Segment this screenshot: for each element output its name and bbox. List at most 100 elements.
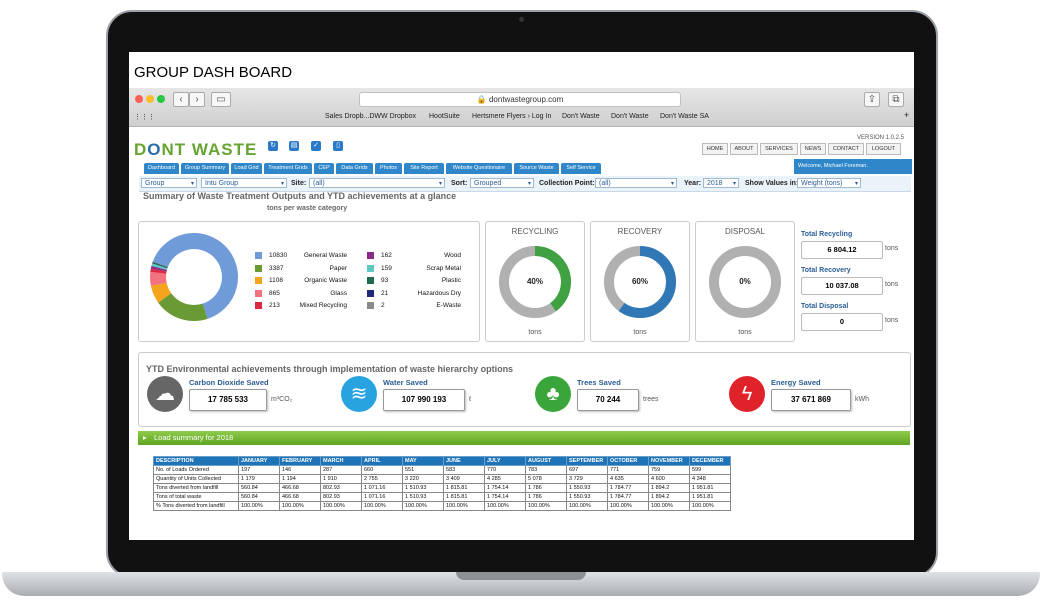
page-title: GROUP DASH BOARD bbox=[134, 64, 293, 81]
forward-button[interactable]: › bbox=[189, 92, 205, 107]
table-header-cell: DESCRIPTION bbox=[153, 456, 239, 466]
table-cell: 1 071.16 bbox=[361, 483, 403, 493]
waste-donut-chart bbox=[150, 233, 238, 321]
legend-swatch bbox=[367, 302, 374, 309]
table-cell: 4 285 bbox=[484, 474, 526, 484]
legend-swatch bbox=[367, 264, 374, 272]
maximize-window-button[interactable] bbox=[157, 95, 165, 103]
table-row: % Tons diverted from landfill 100.00% 100.… bbox=[153, 501, 731, 511]
gauge-unit: tons bbox=[738, 329, 752, 336]
nav-about[interactable]: ABOUT bbox=[730, 143, 758, 155]
checkbox-icon[interactable]: ✓ bbox=[311, 141, 321, 151]
legend-value: 93 bbox=[381, 277, 389, 284]
welcome-banner: Welcome, Michael Foreman. bbox=[794, 159, 912, 174]
tab-data-grids[interactable]: Data Grids bbox=[336, 163, 373, 174]
nav-services[interactable]: SERVICES bbox=[760, 143, 798, 155]
table-cell: 1 786 bbox=[525, 483, 567, 493]
nav-contact[interactable]: CONTACT bbox=[828, 143, 864, 155]
gauge-track bbox=[709, 246, 781, 318]
table-header-cell: SEPTEMBER bbox=[566, 456, 608, 466]
table-cell: 197 bbox=[238, 465, 280, 475]
page-heading-bar: GROUP DASH BOARD bbox=[129, 52, 914, 88]
total-unit: tons bbox=[885, 317, 899, 324]
back-button[interactable]: ‹ bbox=[173, 92, 189, 107]
table-cell: 100.00% bbox=[607, 501, 649, 511]
share-icon[interactable]: ⇪ bbox=[864, 92, 880, 107]
gauge-percent: 60% bbox=[631, 277, 648, 286]
tab-cep[interactable]: CEP bbox=[314, 163, 334, 174]
table-cell: 1 754.14 bbox=[484, 492, 526, 502]
tab-website-questionaire[interactable]: Website Questionaire bbox=[446, 163, 512, 174]
env-label: Water Saved bbox=[383, 378, 428, 387]
table-row: Tons of total waste 560.84 466.68 802.93 1 0… bbox=[153, 492, 731, 502]
table-cell: 1 894.2 bbox=[648, 483, 690, 493]
legend-value: 159 bbox=[381, 264, 392, 272]
group-select[interactable]: Intu Group bbox=[201, 178, 287, 189]
legend-value: 865 bbox=[269, 289, 280, 297]
table-header-cell: JUNE bbox=[443, 456, 485, 466]
bookmark-item[interactable]: Don't Waste bbox=[562, 113, 600, 120]
total-label: Total Recovery bbox=[801, 267, 851, 274]
screen: GROUP DASH BOARD ‹ › ▭ 🔒 dontwastegroup.… bbox=[129, 52, 914, 540]
table-cell: 1 786 bbox=[525, 492, 567, 502]
bookmark-item[interactable]: HootSuite bbox=[429, 113, 460, 120]
tab-site-report[interactable]: Site Report bbox=[404, 163, 444, 174]
nav-home[interactable]: HOME bbox=[702, 143, 728, 155]
year-select[interactable]: 2018 bbox=[703, 178, 739, 189]
env-unit: trees bbox=[643, 396, 659, 403]
close-window-button[interactable] bbox=[135, 95, 143, 103]
apps-grid-icon[interactable]: ⋮⋮⋮ bbox=[134, 114, 155, 121]
table-cell: 4 348 bbox=[689, 474, 731, 484]
document-icon[interactable]: ▤ bbox=[289, 141, 299, 151]
env-label: Energy Saved bbox=[771, 378, 821, 387]
tabs-icon[interactable]: ⧉ bbox=[888, 92, 904, 107]
refresh-icon[interactable]: ↻ bbox=[268, 141, 278, 151]
table-cell: 3 729 bbox=[566, 474, 608, 484]
tab-group-summary[interactable]: Group Summary bbox=[181, 163, 229, 174]
site-select[interactable]: (all) bbox=[309, 178, 445, 189]
tab-treatment-grids[interactable]: Treatment Grids bbox=[264, 163, 312, 174]
donut-slice-organic-waste bbox=[150, 282, 172, 303]
tab-photos[interactable]: Photos bbox=[375, 163, 402, 174]
nav-logout[interactable]: LOGOUT bbox=[866, 143, 901, 155]
address-bar[interactable]: 🔒 dontwastegroup.com bbox=[359, 92, 681, 107]
add-tab-icon[interactable]: + bbox=[904, 110, 910, 120]
env-label: Trees Saved bbox=[577, 378, 621, 387]
minimize-window-button[interactable] bbox=[146, 95, 154, 103]
bookmark-item[interactable]: Sales Dropb...DWW Dropbox bbox=[325, 113, 417, 120]
tab-self-service[interactable]: Self Service bbox=[561, 163, 601, 174]
table-cell: 3 409 bbox=[443, 474, 485, 484]
sort-label: Sort: bbox=[451, 180, 468, 187]
collection-point-select[interactable]: (all) bbox=[595, 178, 677, 189]
sidebar-toggle-icon[interactable]: ▭ bbox=[211, 92, 231, 107]
show-values-label: Show Values in: bbox=[745, 180, 799, 187]
nav-news[interactable]: NEWS bbox=[800, 143, 826, 155]
tab-dashboard[interactable]: Dashboard bbox=[144, 163, 179, 174]
legend-swatch bbox=[255, 302, 262, 309]
table-cell: 146 bbox=[279, 465, 321, 475]
legend-value: 162 bbox=[381, 252, 392, 259]
tab-source-waste[interactable]: Source Waste bbox=[514, 163, 559, 174]
table-header-cell: JULY bbox=[484, 456, 526, 466]
table-cell: 2 755 bbox=[361, 474, 403, 484]
camera-icon bbox=[519, 17, 524, 22]
tab-load-grid[interactable]: Load Grid bbox=[231, 163, 262, 174]
sort-select[interactable]: Grouped bbox=[470, 178, 534, 189]
table-cell: 770 bbox=[484, 465, 526, 475]
load-summary-header[interactable]: Load summary for 2018 bbox=[138, 431, 910, 445]
total-unit: tons bbox=[885, 245, 899, 252]
gauge-unit: tons bbox=[633, 329, 647, 336]
group-type-select[interactable]: Group bbox=[141, 178, 197, 189]
bookmark-item[interactable]: Don't Waste SA bbox=[660, 113, 709, 120]
gauge-ring bbox=[604, 246, 676, 318]
donut-slice-glass bbox=[150, 271, 167, 287]
book-icon[interactable]: ▯ bbox=[333, 141, 343, 151]
bookmark-item[interactable]: Don't Waste bbox=[611, 113, 649, 120]
table-cell: Tons of total waste bbox=[153, 492, 239, 502]
show-values-select[interactable]: Weight (tons) bbox=[797, 178, 861, 189]
table-cell: 560.84 bbox=[238, 492, 280, 502]
env-value: 17 785 533 bbox=[189, 389, 267, 411]
bookmark-item[interactable]: Hertsmere Flyers › Log In bbox=[472, 113, 552, 120]
legend-value: 2 bbox=[381, 302, 385, 309]
legend-swatch bbox=[255, 289, 262, 297]
